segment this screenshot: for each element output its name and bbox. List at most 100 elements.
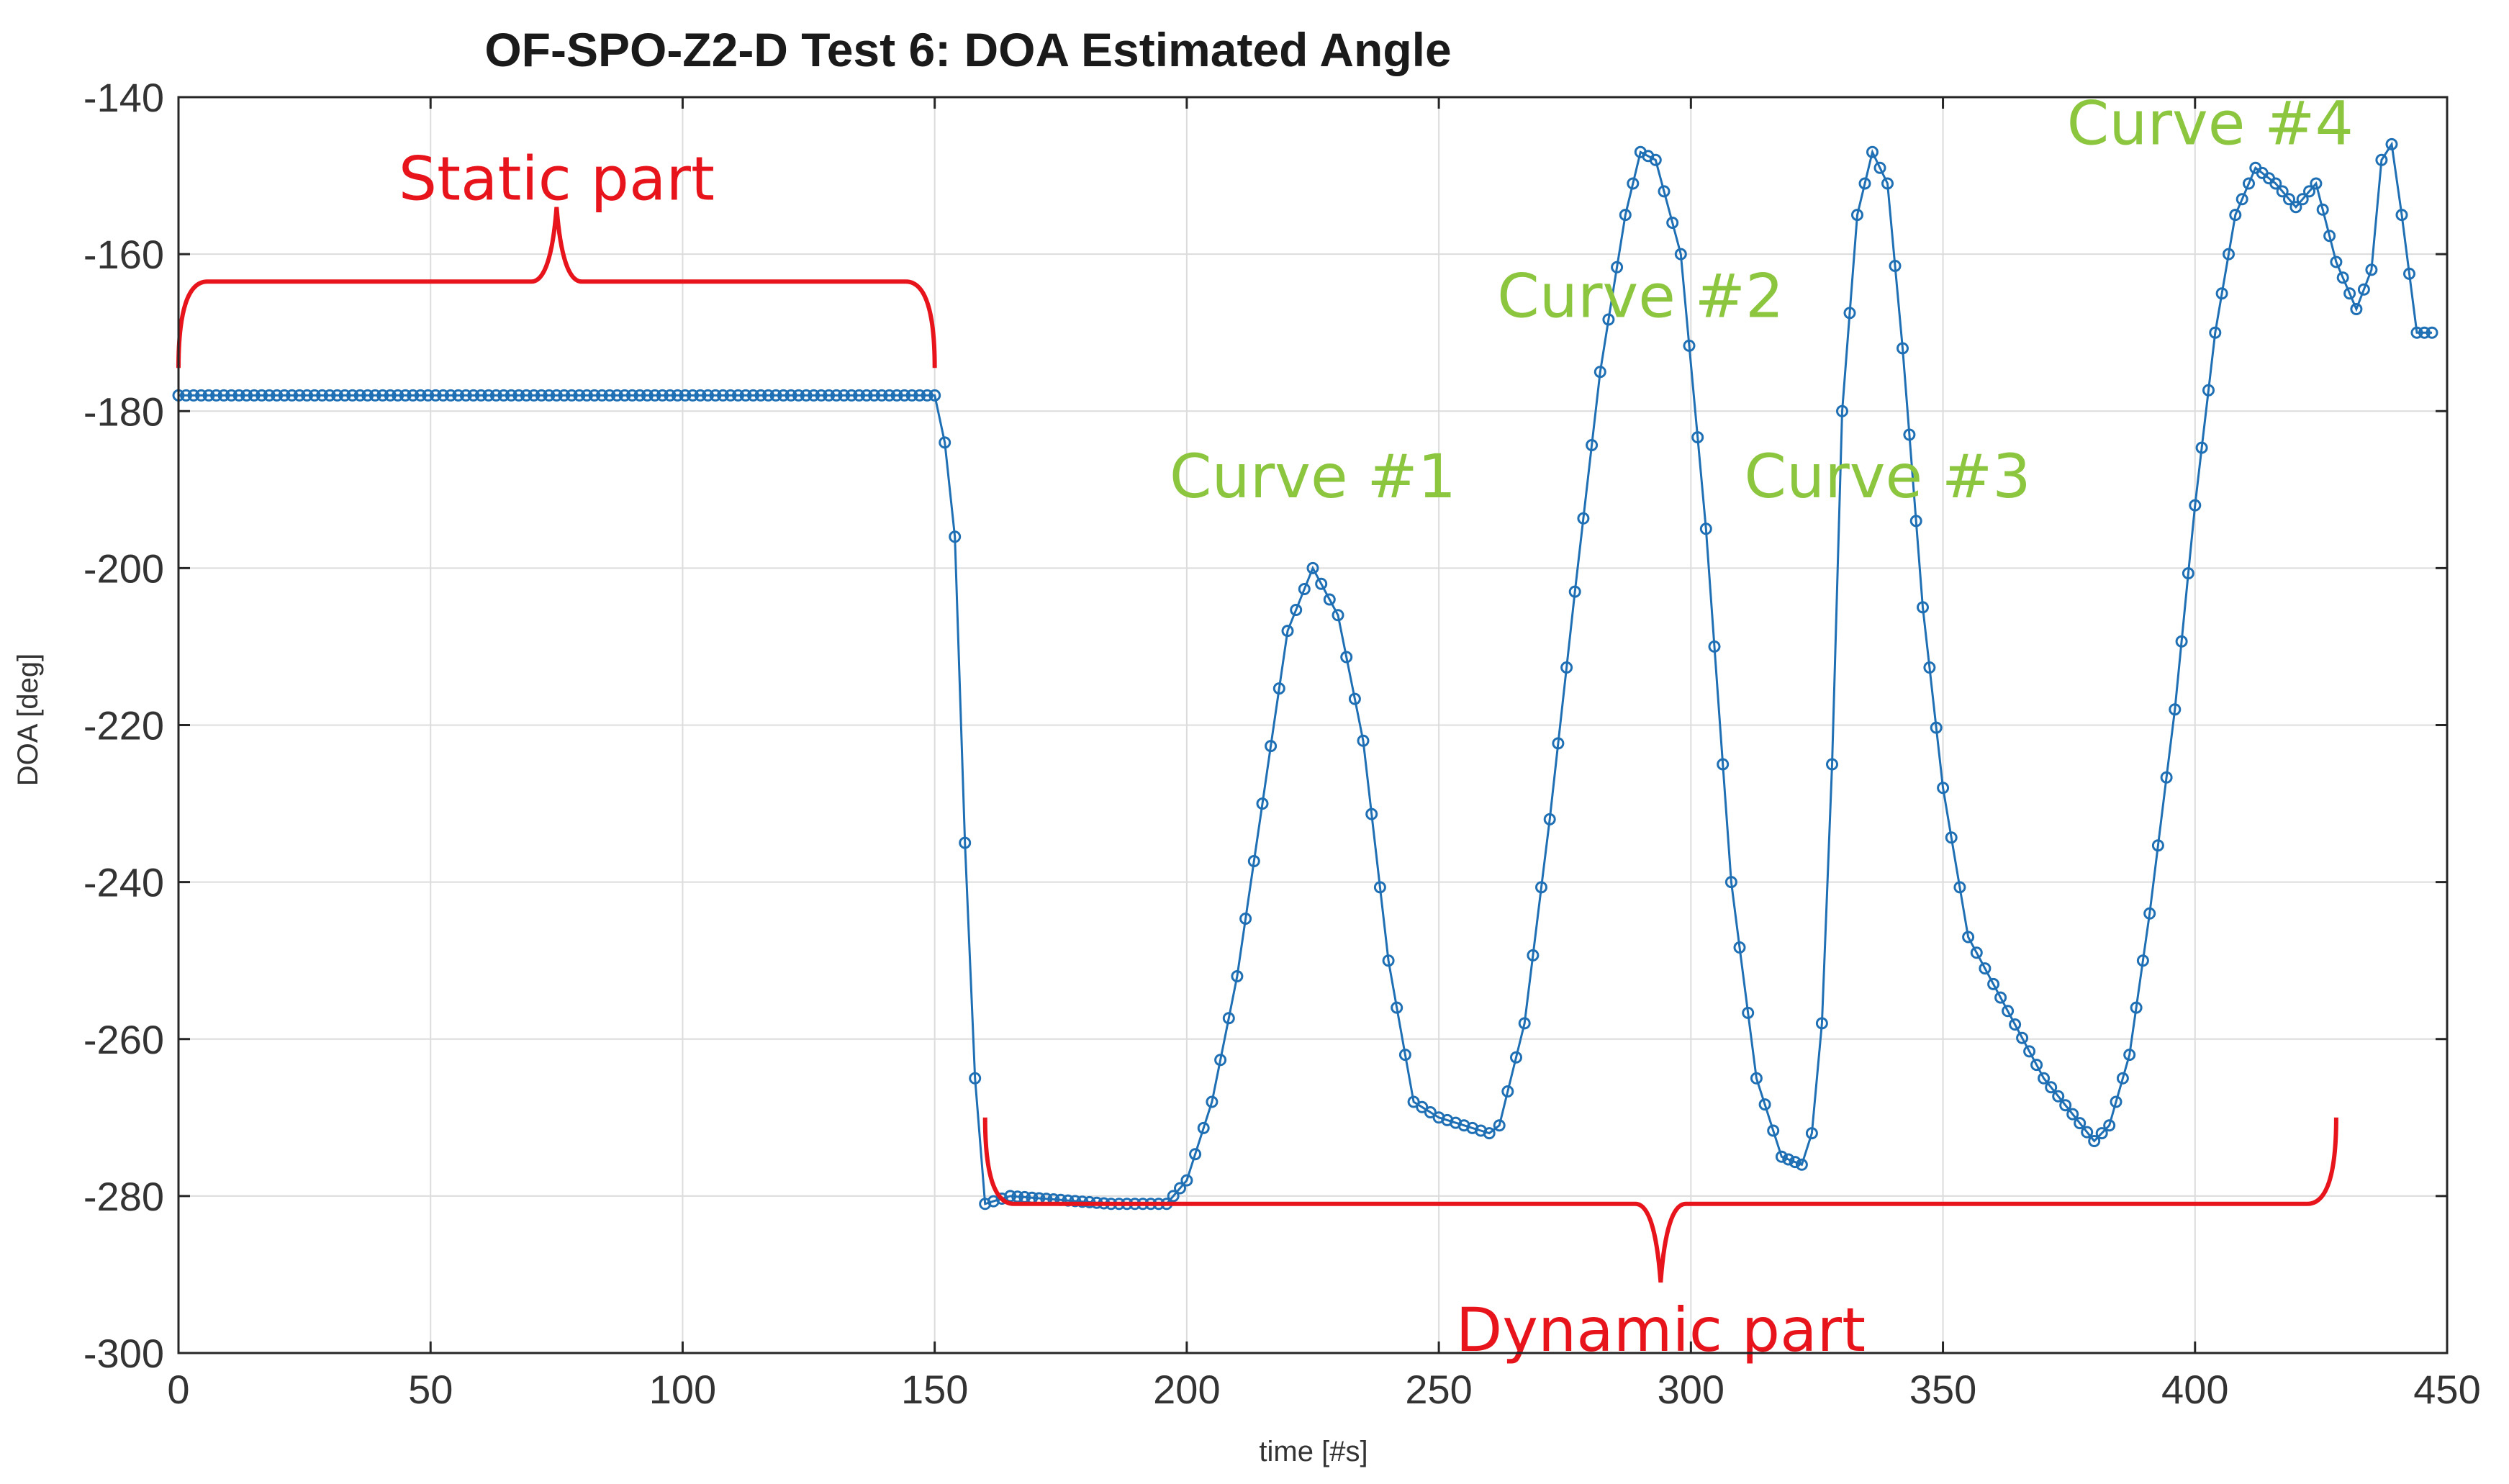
data-point <box>573 389 586 402</box>
data-point <box>1602 313 1615 326</box>
data-point <box>187 389 200 402</box>
x-tick-label: 0 <box>167 1367 189 1412</box>
data-point <box>2169 703 2182 716</box>
data-point <box>732 389 744 402</box>
data-point <box>1247 855 1260 867</box>
data-point <box>1290 604 1303 616</box>
data-point <box>2296 193 2309 206</box>
data-point <box>2088 1135 2101 1147</box>
data-point <box>1407 1095 1420 1108</box>
data-point <box>2330 255 2343 268</box>
data-point <box>1945 831 1958 844</box>
data-point <box>1909 515 1922 528</box>
label-curve-1: Curve #1 <box>1170 441 1456 512</box>
data-point <box>664 389 677 402</box>
data-point <box>2059 1099 2072 1112</box>
data-point <box>1272 682 1285 695</box>
data-point <box>2202 384 2215 397</box>
data-point <box>2336 271 2349 284</box>
data-point <box>2289 201 2302 214</box>
data-point <box>1851 209 1863 222</box>
data-point <box>1323 593 1336 606</box>
data-point <box>444 389 457 402</box>
data-point <box>1627 177 1640 190</box>
y-tick-label: -160 <box>83 232 164 277</box>
data-point <box>838 389 851 402</box>
data-point <box>2189 499 2202 512</box>
data-point <box>1586 439 1599 451</box>
data-point <box>939 436 951 449</box>
data-point <box>1979 962 1992 975</box>
label-curve-2: Curve #2 <box>1497 261 1784 331</box>
data-point <box>1069 1195 1082 1208</box>
data-point <box>1866 145 1879 158</box>
data-point <box>1281 625 1294 638</box>
data-point <box>2223 248 2235 261</box>
label-dynamic-part: Dynamic part <box>1456 1295 1866 1365</box>
data-point <box>2243 177 2255 190</box>
data-point <box>1750 1072 1763 1085</box>
data-point <box>2160 771 2173 784</box>
data-point <box>565 389 578 402</box>
data-point <box>217 389 230 402</box>
data-point <box>1332 609 1344 622</box>
data-point <box>2375 153 2388 166</box>
data-point <box>1795 1158 1808 1171</box>
data-point <box>1373 881 1386 894</box>
data-point <box>278 389 291 402</box>
data-point <box>2038 1072 2051 1085</box>
data-point <box>437 389 450 402</box>
data-point <box>1937 782 1950 795</box>
data-point <box>610 389 623 402</box>
data-point <box>1903 428 1916 441</box>
data-point <box>868 389 881 402</box>
data-point <box>286 389 299 402</box>
x-tick-label: 150 <box>901 1367 968 1412</box>
data-point <box>338 389 351 402</box>
data-point <box>1775 1150 1788 1163</box>
data-point <box>2403 267 2415 280</box>
x-tick-label: 50 <box>408 1367 453 1412</box>
data-point <box>2410 326 2423 339</box>
data-point <box>1510 1051 1522 1064</box>
label-curve-4: Curve #4 <box>2067 88 2354 158</box>
brace-dynamic-part <box>982 1117 2338 1283</box>
data-point <box>1535 881 1547 894</box>
data-point <box>2229 209 2242 222</box>
data-point <box>595 389 608 402</box>
data-point <box>785 389 797 402</box>
data-point <box>316 389 329 402</box>
data-point <box>792 389 805 402</box>
data-point <box>1611 261 1624 273</box>
data-point <box>959 836 972 849</box>
data-point <box>2081 1126 2094 1139</box>
data-point <box>777 389 790 402</box>
data-point <box>2182 567 2194 580</box>
data-point <box>2002 1005 2015 1018</box>
data-point <box>754 389 767 402</box>
data-point <box>1197 1121 1210 1134</box>
data-point <box>414 389 427 402</box>
data-point <box>1733 941 1746 954</box>
data-point <box>815 389 828 402</box>
data-point <box>2418 326 2431 339</box>
data-point <box>717 389 729 402</box>
y-tick-label: -140 <box>83 75 164 120</box>
data-point <box>2365 263 2378 276</box>
data-point <box>603 389 616 402</box>
data-point <box>293 389 306 402</box>
data-point <box>2310 177 2323 190</box>
data-point <box>2215 287 2228 300</box>
x-tick-label: 300 <box>1658 1367 1724 1412</box>
data-point <box>1365 807 1378 820</box>
data-point <box>1658 185 1671 198</box>
data-point <box>2009 1018 2022 1031</box>
data-point <box>1708 640 1721 653</box>
data-point <box>232 389 245 402</box>
data-point <box>2045 1081 2058 1094</box>
data-point <box>459 389 472 402</box>
data-point <box>1391 1001 1403 1014</box>
data-point <box>1004 1190 1017 1203</box>
data-point <box>823 389 836 402</box>
data-point <box>1789 1156 1801 1169</box>
